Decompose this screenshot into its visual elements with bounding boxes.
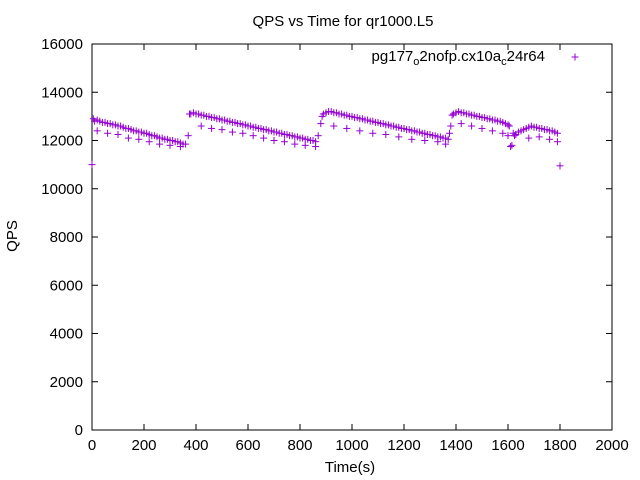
data-point — [444, 135, 452, 143]
data-point — [145, 138, 153, 146]
data-point — [421, 137, 429, 144]
data-point — [184, 132, 192, 140]
x-tick-label: 1200 — [387, 437, 420, 454]
data-point — [156, 140, 164, 148]
y-tick-label: 4000 — [50, 326, 83, 343]
x-axis-ticks: 0 200 400 600 800 1000 1200 1400 1600 1800 2000 — [88, 44, 629, 454]
data-point — [382, 130, 390, 138]
data-point — [488, 127, 496, 135]
y-tick-label: 8000 — [50, 229, 83, 246]
x-tick-label: 800 — [287, 437, 312, 454]
data-point — [408, 135, 416, 143]
x-tick-label: 1600 — [491, 437, 524, 454]
data-point — [395, 133, 403, 141]
y-tick-label: 14000 — [41, 84, 83, 101]
data-point — [249, 132, 257, 140]
data-point — [291, 140, 299, 148]
data-point — [218, 126, 226, 134]
chart-title: QPS vs Time for qr1000.L5 — [253, 13, 434, 30]
data-point — [270, 137, 278, 144]
data-point — [182, 140, 190, 148]
data-point — [446, 129, 453, 137]
data-point — [343, 124, 351, 132]
x-axis-label: Time(s) — [325, 459, 375, 476]
data-point — [135, 135, 143, 143]
legend-label: pg177o2nofp.cx10ac24r64 — [372, 48, 545, 68]
data-point — [442, 140, 450, 148]
data-point — [525, 134, 533, 142]
legend-subscript: c — [501, 56, 507, 68]
data-points — [88, 108, 564, 170]
y-tick-label: 6000 — [50, 277, 83, 294]
data-point — [535, 133, 543, 141]
data-point — [369, 129, 377, 137]
data-point — [553, 129, 561, 137]
data-point — [88, 161, 96, 169]
data-point — [260, 134, 268, 142]
x-tick-label: 1800 — [543, 437, 576, 454]
data-point — [301, 141, 309, 149]
y-axis-ticks: 0 2000 4000 6000 8000 10000 12000 14000 16000 — [41, 36, 612, 439]
y-tick-label: 10000 — [41, 181, 83, 198]
data-point — [356, 127, 364, 135]
legend-text-part: 24r64 — [507, 48, 545, 65]
x-tick-label: 200 — [131, 437, 156, 454]
data-point — [166, 141, 174, 149]
plot-frame — [91, 43, 613, 431]
data-point — [447, 122, 455, 130]
data-point — [124, 134, 132, 142]
y-tick-label: 16000 — [41, 36, 83, 53]
data-point — [546, 135, 554, 143]
x-tick-label: 2000 — [595, 437, 628, 454]
legend: pg177o2nofp.cx10ac24r64 — [372, 48, 579, 68]
data-point — [176, 143, 184, 151]
data-point — [504, 121, 512, 129]
data-point — [499, 129, 507, 137]
data-point — [504, 132, 512, 140]
data-point — [478, 124, 486, 132]
data-point — [507, 143, 515, 151]
legend-marker-icon — [571, 53, 579, 61]
data-point — [511, 132, 518, 140]
data-point — [553, 138, 561, 146]
data-point — [239, 129, 247, 137]
x-tick-label: 1000 — [335, 437, 368, 454]
data-point — [93, 127, 101, 135]
legend-text-part: pg177 — [372, 48, 414, 65]
data-point — [280, 138, 288, 146]
data-point — [468, 122, 476, 130]
data-point — [114, 130, 122, 138]
data-point — [457, 120, 465, 128]
data-point — [197, 122, 205, 130]
data-point — [448, 111, 456, 119]
data-point — [104, 129, 112, 137]
legend-text-part: 2nofp.cx10a — [419, 48, 501, 65]
data-point — [228, 128, 236, 136]
x-tick-label: 1400 — [439, 437, 472, 454]
data-point — [314, 132, 322, 140]
x-tick-label: 0 — [88, 437, 96, 454]
data-point — [317, 120, 325, 128]
y-axis-label: QPS — [4, 220, 21, 252]
x-tick-label: 400 — [183, 437, 208, 454]
x-tick-label: 600 — [235, 437, 260, 454]
data-point — [505, 122, 513, 130]
legend-marker — [571, 53, 579, 61]
data-point — [312, 143, 320, 151]
data-point — [330, 122, 338, 130]
data-point — [434, 138, 442, 146]
data-point — [556, 162, 564, 170]
y-tick-label: 2000 — [50, 374, 83, 391]
legend-subscript: o — [413, 56, 419, 68]
data-point — [508, 141, 516, 149]
y-tick-label: 12000 — [41, 133, 83, 150]
data-point — [208, 124, 216, 132]
y-tick-label: 0 — [75, 422, 83, 439]
